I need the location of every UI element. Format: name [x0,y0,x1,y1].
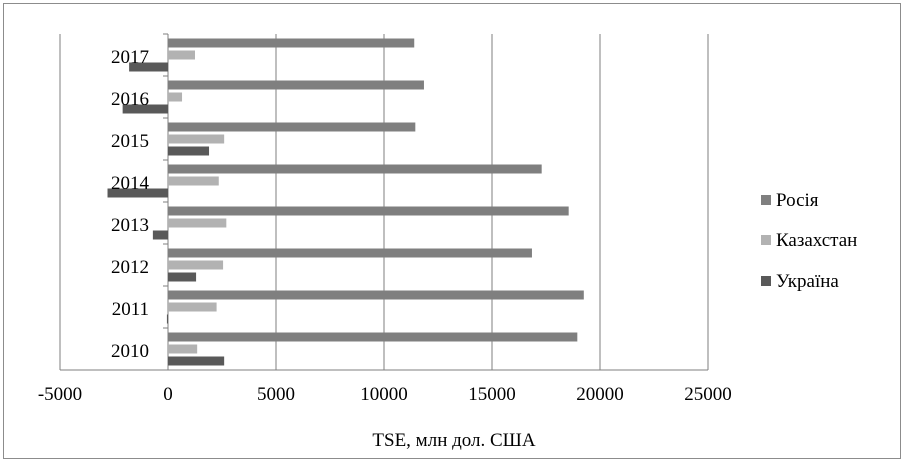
bar-Казахстан-2010 [168,344,198,354]
bar-Казахстан-2011 [168,302,217,312]
x-tick-label-0: -5000 [38,384,82,405]
legend-label-1: Казахстан [776,230,857,251]
y-tick-label-2014: 2014 [111,173,150,194]
bar-Росія-2014 [168,164,542,174]
bar-Росія-2012 [168,248,532,258]
x-tick-label-6: 25000 [684,384,732,405]
legend-label-0: Росія [776,190,819,211]
bar-Україна-2013 [152,230,168,240]
bar-Росія-2015 [168,122,416,132]
bar-Росія-2016 [168,80,424,90]
legend-label-2: Україна [776,271,839,292]
x-tick-label-1: 0 [163,384,173,405]
y-tick-label-2017: 2017 [111,47,149,68]
y-tick-label-2010: 2010 [111,341,149,362]
bar-Казахстан-2012 [168,260,224,270]
bar-Україна-2016 [122,104,168,114]
bar-Казахстан-2015 [168,134,225,144]
y-tick-label-2011: 2011 [112,299,149,320]
bar-Україна-2017 [129,62,168,72]
y-tick-label-2016: 2016 [111,89,149,110]
y-tick-label-2012: 2012 [111,257,149,278]
legend-swatch-2 [761,276,771,286]
bar-Україна-2011 [166,314,168,324]
bar-Україна-2014 [107,188,168,198]
bar-Росія-2017 [168,38,415,48]
bar-Україна-2015 [168,146,210,156]
bar-Україна-2012 [168,272,197,282]
bar-Казахстан-2013 [168,218,227,228]
bar-Росія-2013 [168,206,569,216]
bar-Росія-2011 [168,290,584,300]
x-tick-label-4: 15000 [468,384,516,405]
y-tick-label-2013: 2013 [111,215,149,236]
bar-Росія-2010 [168,332,578,342]
legend-swatch-1 [761,235,771,245]
bar-Казахстан-2014 [168,176,219,186]
bar-Казахстан-2017 [168,50,195,60]
y-tick-label-2015: 2015 [111,131,149,152]
legend-swatch-0 [761,195,771,205]
chart-area [3,3,901,459]
bar-Україна-2010 [168,356,225,366]
x-tick-label-5: 20000 [576,384,624,405]
bar-Казахстан-2016 [168,92,183,102]
x-axis-title: TSE, млн дол. США [372,430,535,451]
x-tick-label-3: 10000 [360,384,408,405]
x-tick-label-2: 5000 [257,384,295,405]
